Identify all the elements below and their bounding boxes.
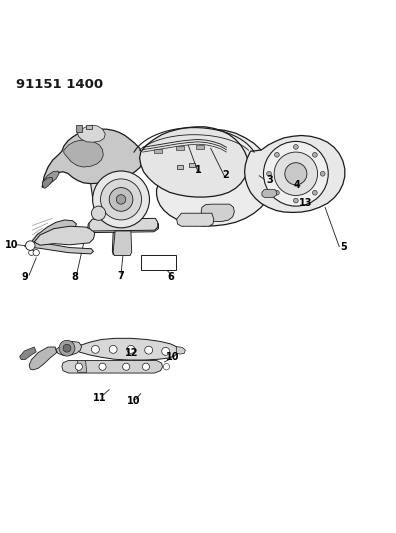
Polygon shape xyxy=(154,149,162,153)
Polygon shape xyxy=(141,255,176,270)
Circle shape xyxy=(109,345,117,353)
Text: 10: 10 xyxy=(128,397,141,407)
Text: 1: 1 xyxy=(194,165,202,175)
Polygon shape xyxy=(78,360,87,372)
Circle shape xyxy=(91,206,106,220)
Polygon shape xyxy=(156,129,273,226)
Polygon shape xyxy=(64,140,103,167)
Polygon shape xyxy=(176,146,184,150)
Text: 10: 10 xyxy=(166,352,179,362)
Polygon shape xyxy=(43,171,59,185)
Text: 12: 12 xyxy=(125,348,139,358)
Circle shape xyxy=(312,152,317,157)
Polygon shape xyxy=(113,231,132,255)
Polygon shape xyxy=(140,127,249,197)
Circle shape xyxy=(312,190,317,195)
Polygon shape xyxy=(196,145,204,149)
Circle shape xyxy=(33,249,39,256)
Polygon shape xyxy=(76,338,178,360)
Polygon shape xyxy=(112,232,131,255)
Circle shape xyxy=(274,152,279,157)
Circle shape xyxy=(320,172,325,176)
Circle shape xyxy=(27,242,34,250)
Circle shape xyxy=(91,345,99,353)
Circle shape xyxy=(59,340,75,356)
Circle shape xyxy=(274,152,318,196)
Polygon shape xyxy=(189,163,195,167)
Circle shape xyxy=(109,188,133,211)
Text: 6: 6 xyxy=(168,272,175,282)
Circle shape xyxy=(63,344,71,352)
Polygon shape xyxy=(177,213,214,226)
Circle shape xyxy=(116,195,126,204)
Text: 7: 7 xyxy=(118,271,124,280)
Polygon shape xyxy=(78,125,105,142)
Text: 11: 11 xyxy=(93,392,107,402)
Polygon shape xyxy=(56,342,82,356)
Polygon shape xyxy=(245,135,345,213)
Polygon shape xyxy=(42,177,53,188)
Circle shape xyxy=(123,363,130,370)
Circle shape xyxy=(267,172,271,176)
Circle shape xyxy=(293,144,298,149)
Text: 9: 9 xyxy=(22,272,29,282)
Polygon shape xyxy=(29,347,57,370)
Circle shape xyxy=(29,250,34,255)
Text: 10: 10 xyxy=(5,240,19,250)
Circle shape xyxy=(274,190,279,195)
Circle shape xyxy=(263,141,328,206)
Polygon shape xyxy=(42,129,143,188)
Polygon shape xyxy=(262,190,277,197)
Circle shape xyxy=(101,179,142,220)
Polygon shape xyxy=(27,242,93,254)
Text: 5: 5 xyxy=(341,242,347,252)
Polygon shape xyxy=(62,360,162,373)
Circle shape xyxy=(142,363,149,370)
Polygon shape xyxy=(76,125,82,132)
Text: 3: 3 xyxy=(267,175,273,185)
Circle shape xyxy=(26,241,35,251)
Circle shape xyxy=(75,363,82,370)
Text: 4: 4 xyxy=(294,180,301,190)
Polygon shape xyxy=(201,204,234,222)
Circle shape xyxy=(162,348,169,356)
Text: 8: 8 xyxy=(71,272,78,282)
Polygon shape xyxy=(30,220,76,247)
Circle shape xyxy=(285,163,307,185)
Polygon shape xyxy=(20,347,36,360)
Polygon shape xyxy=(89,219,158,231)
Polygon shape xyxy=(177,165,183,168)
Polygon shape xyxy=(91,179,148,221)
Circle shape xyxy=(163,364,169,370)
Text: 91151 1400: 91151 1400 xyxy=(16,78,103,91)
Circle shape xyxy=(93,171,149,228)
Circle shape xyxy=(293,198,298,203)
Polygon shape xyxy=(88,220,158,232)
Polygon shape xyxy=(34,226,95,245)
Polygon shape xyxy=(176,346,185,354)
Circle shape xyxy=(99,363,106,370)
Polygon shape xyxy=(86,125,92,129)
Circle shape xyxy=(145,346,152,354)
Text: 13: 13 xyxy=(299,198,312,208)
Text: 2: 2 xyxy=(222,170,229,180)
Circle shape xyxy=(127,345,135,353)
